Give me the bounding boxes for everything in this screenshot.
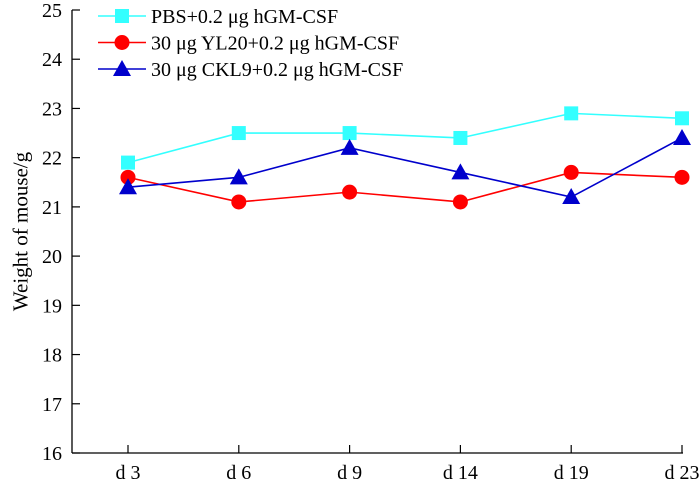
y-tick-label: 16 [42, 443, 62, 465]
axes: 16 17 18 19 20 21 22 23 24 25 d 3 d 6 d 9 d 14 d 19 d 2… [42, 0, 700, 483]
x-tick-label: d 19 [554, 462, 589, 483]
x-tick-label: d 9 [337, 462, 362, 483]
data-point [453, 130, 468, 145]
legend-label: 30 μg YL20+0.2 μg hGM-CSF [151, 33, 399, 55]
data-point [451, 163, 470, 180]
y-tick-label: 21 [42, 197, 62, 219]
y-axis-title: Weight of mouse/g [8, 151, 32, 311]
y-tick-label: 20 [42, 246, 62, 268]
data-point [119, 178, 137, 195]
series-0 [121, 106, 689, 170]
x-tick-label: d 23 [665, 462, 700, 483]
legend-label: 30 μg CKL9+0.2 μg hGM-CSF [151, 59, 403, 81]
data-point [121, 155, 135, 170]
data-point [563, 164, 579, 180]
data-point [452, 194, 468, 210]
y-tick-label: 22 [42, 148, 62, 170]
legend-item: 30 μg CKL9+0.2 μg hGM-CSF [98, 59, 403, 81]
legend: PBS+0.2 μg hGM-CSF 30 μg YL20+0.2 μg hGM-… [98, 6, 403, 81]
data-point [231, 126, 246, 141]
data-point [674, 169, 690, 185]
data-point [673, 128, 691, 145]
x-tick-label: d 6 [226, 462, 251, 483]
y-tick-label: 23 [42, 98, 62, 120]
data-point [562, 188, 581, 205]
series-2 [119, 128, 691, 205]
legend-marker [114, 35, 130, 50]
legend-label: PBS+0.2 μg hGM-CSF [151, 6, 338, 28]
data-point [229, 168, 248, 185]
legend-item: PBS+0.2 μg hGM-CSF [98, 6, 338, 28]
y-tick-label: 25 [42, 0, 62, 22]
legend-marker [115, 9, 129, 23]
series-line [127, 171, 683, 203]
y-tick-label: 19 [42, 295, 62, 317]
series-line [127, 137, 683, 198]
y-tick-label: 17 [42, 394, 62, 416]
data-point [120, 169, 136, 185]
data-point [564, 106, 579, 121]
series-layer [119, 106, 691, 210]
legend-marker [113, 60, 131, 76]
x-tick-label: d 14 [443, 462, 478, 483]
series-1 [120, 164, 690, 210]
legend-item: 30 μg YL20+0.2 μg hGM-CSF [98, 33, 399, 55]
x-tick-label: d 3 [116, 462, 141, 483]
data-point [231, 194, 247, 210]
data-point [342, 126, 357, 141]
data-point [675, 111, 689, 126]
data-point [342, 184, 358, 200]
data-point [340, 138, 359, 155]
y-tick-label: 24 [42, 49, 62, 71]
series-line [127, 112, 683, 164]
y-tick-label: 18 [42, 345, 62, 367]
